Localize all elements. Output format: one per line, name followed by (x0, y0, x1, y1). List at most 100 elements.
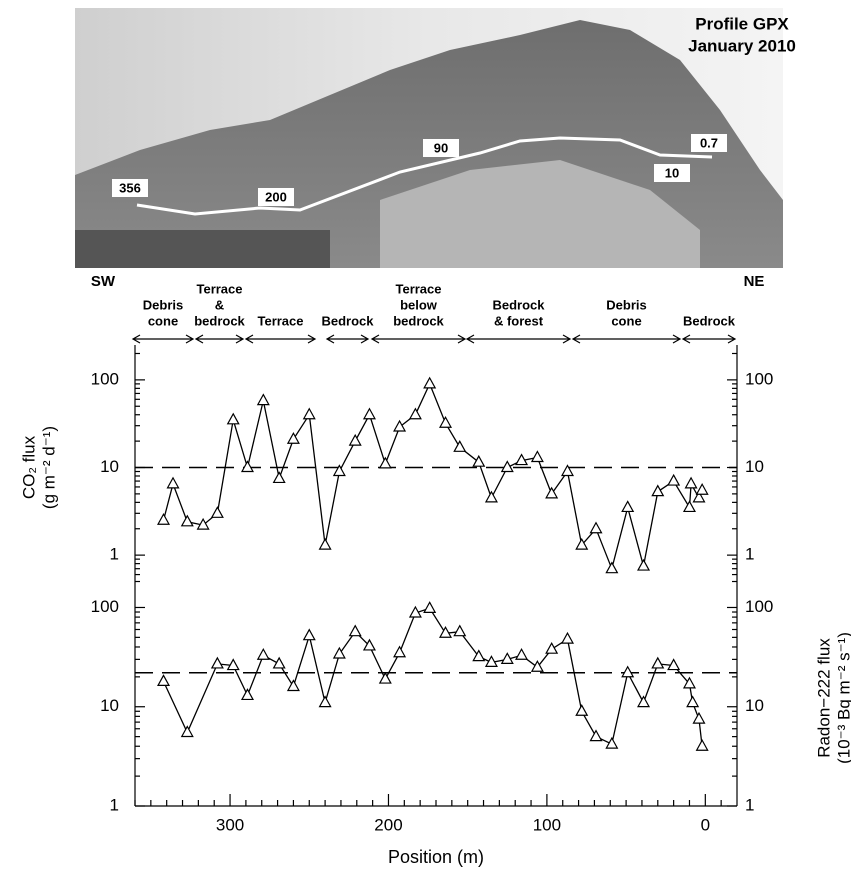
zone-arrow (465, 334, 572, 344)
data-point (318, 695, 332, 708)
zone-arrow (244, 334, 317, 344)
data-point (500, 652, 514, 664)
data-point (575, 537, 589, 550)
data-point (272, 656, 286, 669)
data-point (684, 476, 698, 489)
x-tick-label: 0 (701, 815, 710, 834)
data-point (530, 450, 544, 463)
y-tick-label: 10 (745, 696, 764, 715)
zone-label: Debris (606, 297, 646, 312)
label-box (654, 164, 690, 182)
data-point (453, 440, 467, 452)
y-tick-label: 1 (745, 795, 754, 814)
data-point (651, 484, 665, 497)
data-point (210, 506, 224, 518)
zone-label: Terrace (196, 281, 242, 296)
data-point (545, 486, 559, 499)
data-point (302, 407, 316, 420)
data-point (378, 456, 392, 469)
profile-label: 356 (119, 180, 141, 195)
profile-label: 0.7 (700, 135, 718, 150)
data-point (605, 561, 619, 574)
profile-label: 200 (265, 189, 287, 204)
y-tick-label: 100 (91, 597, 119, 616)
data-point (157, 513, 171, 525)
y-axis-label: (10⁻³ Bq m⁻² s⁻¹) (834, 632, 851, 764)
data-point (692, 711, 706, 724)
zone-label: Debris (143, 297, 183, 312)
data-point (686, 695, 700, 708)
data-point (196, 517, 210, 530)
y-tick-label: 10 (100, 457, 119, 476)
data-point (408, 407, 422, 420)
side-label: NE (744, 273, 765, 290)
data-point (515, 453, 529, 466)
x-tick-label: 100 (533, 815, 561, 834)
zone-arrow (131, 334, 195, 344)
x-tick-label: 300 (216, 815, 244, 834)
zone-label: Terrace (257, 313, 303, 328)
data-point (348, 433, 362, 446)
data-point (560, 631, 575, 644)
zone-label: & (215, 297, 224, 312)
zone-label: cone (611, 313, 641, 328)
zone-label: cone (148, 313, 178, 328)
data-point (423, 376, 437, 389)
data-point (438, 626, 453, 638)
zone-label: Terrace (395, 281, 441, 296)
data-point (302, 628, 316, 641)
label-box (258, 188, 294, 206)
data-point (256, 648, 270, 660)
data-point (256, 393, 270, 406)
data-point (180, 725, 194, 738)
data-point (621, 500, 635, 513)
y-tick-label: 100 (745, 369, 773, 388)
data-point (423, 601, 437, 613)
zone-label: bedrock (194, 313, 245, 328)
profile-label: 10 (665, 165, 679, 180)
data-line (162, 382, 703, 571)
zone-arrow (571, 334, 682, 344)
data-point (667, 473, 681, 486)
data-point (472, 649, 486, 662)
photo-village (75, 230, 330, 268)
data-point (393, 645, 407, 658)
zone-arrow (325, 334, 370, 344)
zone-label: Bedrock (492, 297, 545, 312)
data-point (157, 674, 171, 687)
y-tick-label: 10 (745, 457, 764, 476)
zone-label: Bedrock (683, 313, 736, 328)
data-point (621, 665, 635, 678)
data-point (332, 464, 346, 477)
data-point (472, 454, 486, 467)
data-point (453, 624, 467, 637)
data-point (515, 648, 529, 660)
data-point (362, 407, 376, 420)
data-point (695, 483, 709, 495)
data-point (393, 419, 407, 432)
data-point (484, 490, 498, 503)
y-axis-label: (g m⁻² d⁻¹) (39, 426, 58, 509)
y-tick-label: 100 (745, 597, 773, 616)
y-axis-label: Radon−222 flux (814, 638, 833, 758)
zone-label: below (400, 297, 438, 312)
data-point (362, 638, 376, 651)
y-tick-label: 1 (110, 545, 119, 564)
data-point (695, 738, 709, 751)
data-point (545, 641, 559, 654)
photo (75, 8, 783, 268)
data-point (589, 729, 603, 742)
data-point (210, 656, 224, 669)
x-tick-label: 200 (374, 815, 402, 834)
data-point (226, 412, 240, 425)
y-tick-label: 1 (745, 545, 754, 564)
data-point (240, 688, 254, 701)
y-tick-label: 1 (110, 795, 119, 814)
data-point (272, 471, 286, 484)
profile-line (136, 136, 713, 216)
data-point (667, 658, 681, 671)
data-point (682, 676, 696, 689)
data-point (240, 460, 254, 473)
zone-label: & forest (494, 313, 544, 328)
data-point (651, 656, 665, 669)
